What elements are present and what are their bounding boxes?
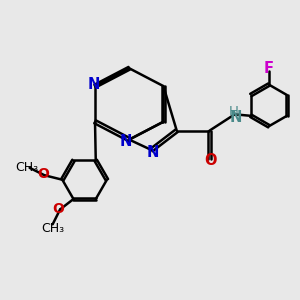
Text: N: N <box>87 77 100 92</box>
Text: O: O <box>53 202 64 216</box>
Text: O: O <box>205 153 217 168</box>
Text: N: N <box>147 146 159 160</box>
Text: F: F <box>264 61 274 76</box>
Text: N: N <box>120 134 132 148</box>
Text: CH₃: CH₃ <box>15 161 38 174</box>
Text: N: N <box>230 110 242 125</box>
Text: CH₃: CH₃ <box>41 222 64 235</box>
Text: O: O <box>37 167 49 181</box>
Text: H: H <box>228 105 238 118</box>
